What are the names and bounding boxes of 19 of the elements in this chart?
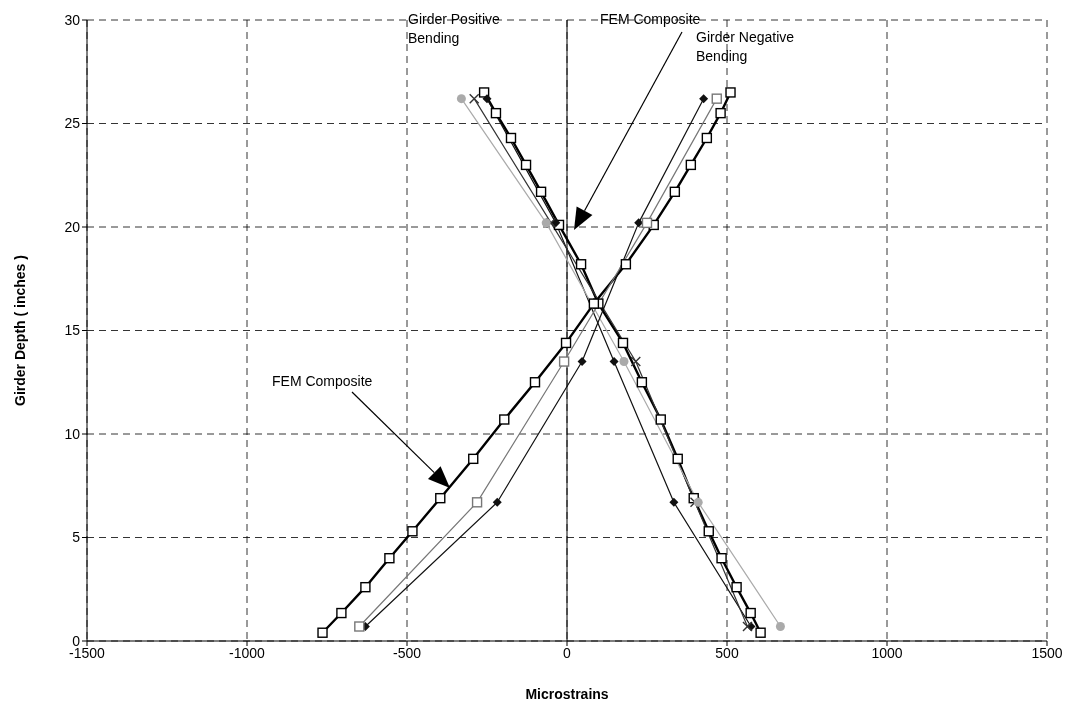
- x-tick-label: 0: [563, 644, 572, 661]
- annotation: Girder Positive Bending: [408, 10, 501, 48]
- x-tick-label: -1000: [229, 644, 266, 661]
- y-tick-label: 25: [64, 115, 81, 132]
- annotation: FEM Composite: [600, 10, 702, 29]
- annotation: FEM Composite: [272, 372, 374, 391]
- x-tick-label: 500: [715, 644, 739, 661]
- y-tick-label: 15: [64, 322, 81, 339]
- y-tick-label: 5: [72, 529, 81, 546]
- y-tick-label: 30: [64, 11, 81, 28]
- y-axis-title: Girder Depth ( inches ): [11, 255, 28, 406]
- y-tick-label: 20: [64, 218, 81, 235]
- annotation: Girder Negative Bending: [696, 28, 796, 66]
- x-tick-label: 1500: [1031, 644, 1063, 661]
- x-tick-label: -500: [392, 644, 422, 661]
- x-tick-label: 1000: [871, 644, 903, 661]
- y-tick-label: 0: [72, 632, 81, 649]
- x-axis-title: Microstrains: [525, 686, 609, 702]
- y-tick-label: 10: [64, 425, 81, 442]
